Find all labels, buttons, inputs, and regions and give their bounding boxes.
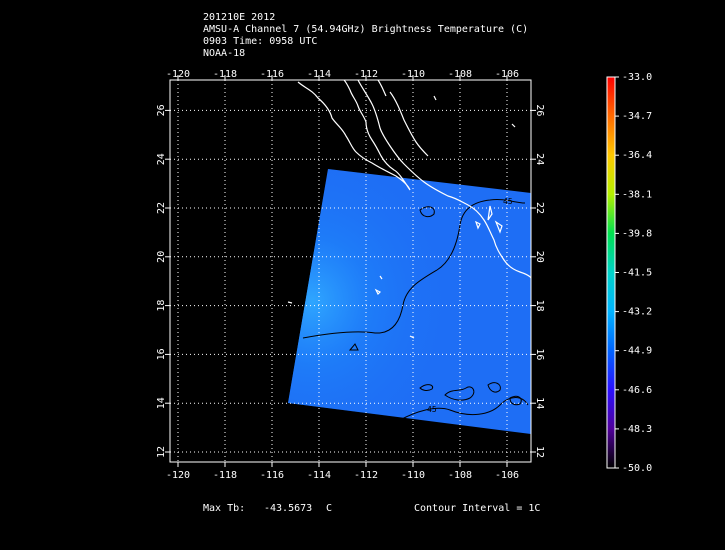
lon-label-top: -112 <box>354 69 378 80</box>
colorbar-label: -48.3 <box>622 424 652 435</box>
max-tb-unit: C <box>326 503 333 514</box>
lon-label-top: -116 <box>260 69 284 80</box>
lon-label-bottom: -120 <box>166 470 190 481</box>
lon-label-bottom: -116 <box>260 470 284 481</box>
lat-lon-grid <box>165 75 536 467</box>
lat-label-right: 26 <box>534 104 545 116</box>
colorbar-label: -34.7 <box>622 111 652 122</box>
lon-label-bottom: -108 <box>448 470 472 481</box>
lon-label-bottom: -106 <box>495 470 519 481</box>
colorbar: -33.0 -34.7 -36.4 -38.1 -39.8 -41.5 -43.2 -44.9… <box>606 72 652 474</box>
title-line-3: 0903 Time: 0958 UTC <box>203 36 318 47</box>
lat-label-right: 18 <box>534 300 545 312</box>
colorbar-label: -43.2 <box>622 307 652 318</box>
lon-label-bottom: -110 <box>401 470 425 481</box>
lat-label-left: 18 <box>156 300 167 312</box>
title-line-4: NOAA-18 <box>203 48 246 59</box>
lon-label-bottom: -114 <box>307 470 331 481</box>
lon-label-top: -118 <box>213 69 237 80</box>
lat-label-left: 22 <box>156 202 167 214</box>
max-tb-value: -43.5673 <box>264 503 313 514</box>
colorbar-label: -46.6 <box>622 385 652 396</box>
lon-label-top: -108 <box>448 69 472 80</box>
lat-label-left: 16 <box>156 348 167 360</box>
title-line-1: 201210E 2012 <box>203 12 276 23</box>
colorbar-label: -44.9 <box>622 346 652 357</box>
lat-label-right: 12 <box>534 446 545 458</box>
lat-label-right: 16 <box>534 348 545 360</box>
lat-label-right: 20 <box>534 251 545 263</box>
lat-label-right: 24 <box>534 153 545 165</box>
lon-label-top: -120 <box>166 69 190 80</box>
contour-label-2: 45 <box>427 405 437 414</box>
max-tb-label: Max Tb: <box>203 503 246 514</box>
lon-label-top: -110 <box>401 69 425 80</box>
colorbar-gradient <box>607 77 615 468</box>
lat-label-left: 12 <box>156 446 167 458</box>
lon-label-bottom: -118 <box>213 470 237 481</box>
title-line-2: AMSU-A Channel 7 (54.94GHz) Brightness T… <box>203 24 529 35</box>
colorbar-label: -38.1 <box>622 189 652 200</box>
lat-label-left: 14 <box>156 397 167 409</box>
lat-label-left: 20 <box>156 251 167 263</box>
colorbar-label: -50.0 <box>622 463 652 474</box>
coastline <box>287 80 531 339</box>
contour-label-1: 45 <box>503 197 513 206</box>
colorbar-label: -39.8 <box>622 228 652 239</box>
lat-label-left: 24 <box>156 153 167 165</box>
swath-warm-region <box>288 169 531 434</box>
contour-lines <box>302 199 529 421</box>
colorbar-label: -36.4 <box>622 150 652 161</box>
tick-labels: -120 -120 -118 -118 -116 -116 -114 -114 -112 -112… <box>156 69 545 481</box>
colorbar-label: -41.5 <box>622 268 652 279</box>
contour-interval: Contour Interval = 1C <box>414 503 541 514</box>
lon-label-top: -106 <box>495 69 519 80</box>
lon-label-bottom: -112 <box>354 470 378 481</box>
lat-label-right: 22 <box>534 202 545 214</box>
colorbar-label: -33.0 <box>622 72 652 83</box>
lat-label-right: 14 <box>534 397 545 409</box>
plot-frame <box>169 79 532 463</box>
lat-label-left: 26 <box>156 104 167 116</box>
lon-label-top: -114 <box>307 69 331 80</box>
